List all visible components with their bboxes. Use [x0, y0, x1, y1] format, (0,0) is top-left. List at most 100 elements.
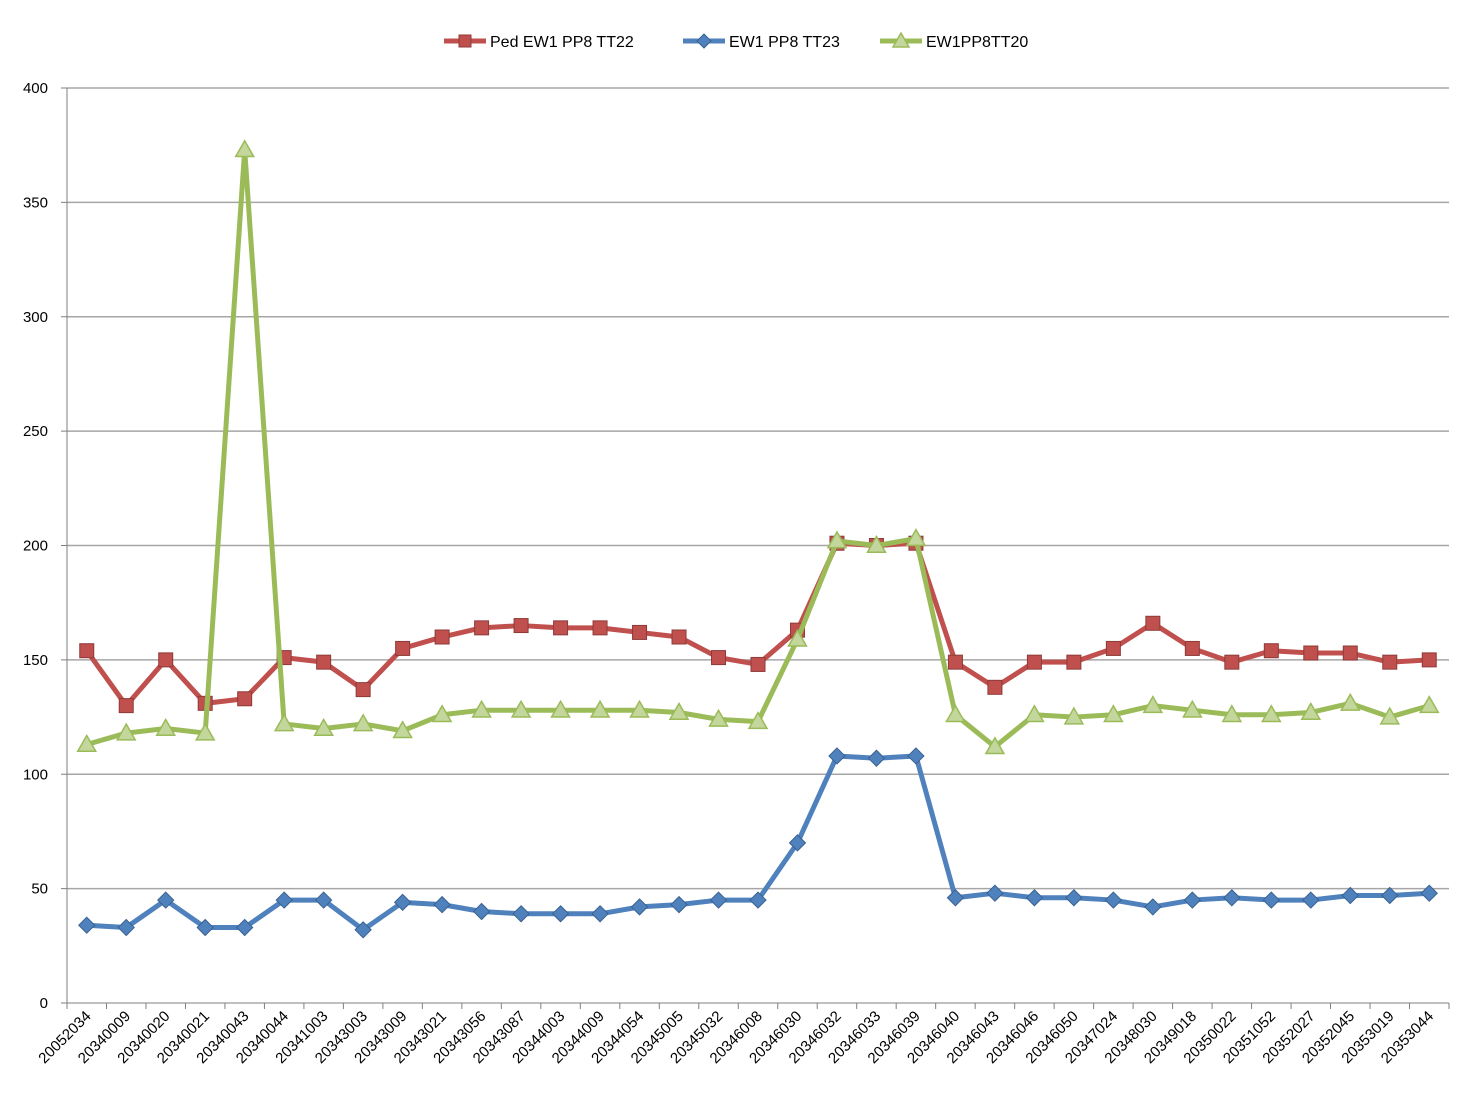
data-point	[1382, 654, 1398, 670]
data-point	[668, 701, 690, 720]
data-point	[1262, 891, 1281, 909]
data-point	[907, 747, 925, 765]
data-point	[352, 713, 374, 732]
data-point	[826, 530, 848, 549]
data-point	[945, 704, 966, 723]
series-layer	[76, 139, 1440, 939]
data-point	[589, 699, 611, 718]
data-point	[708, 708, 729, 727]
data-point	[867, 749, 886, 767]
data-point	[1342, 645, 1358, 661]
data-point	[313, 717, 334, 736]
data-point	[458, 34, 472, 48]
data-point	[234, 139, 255, 158]
data-point	[433, 895, 451, 914]
data-point	[866, 534, 887, 553]
data-point	[1142, 695, 1164, 714]
data-point	[709, 891, 728, 909]
data-point	[671, 629, 687, 645]
data-point	[1261, 704, 1282, 723]
data-point	[1300, 701, 1322, 720]
data-point	[1144, 898, 1162, 916]
data-point	[986, 884, 1004, 902]
y-tick-label: 350	[23, 194, 48, 211]
data-point	[157, 891, 175, 909]
y-axis: 0 50 100 150 200 250 300 350 400	[23, 80, 68, 1012]
data-point	[750, 656, 766, 672]
data-point	[395, 640, 411, 656]
data-point	[1183, 891, 1202, 909]
data-point	[1302, 891, 1320, 909]
data-point	[828, 747, 846, 765]
data-point	[1418, 695, 1440, 714]
y-tick-label: 200	[23, 538, 48, 555]
legend: Ped EW1 PP8 TT22 EW1 PP8 TT23 EW1PP8TT20	[444, 31, 1028, 51]
y-tick-label: 150	[23, 652, 48, 669]
data-point	[1182, 699, 1203, 718]
data-point	[553, 620, 569, 636]
data-point	[1065, 889, 1083, 907]
data-point	[1221, 704, 1243, 723]
data-point	[905, 528, 927, 547]
legend-entry-1: Ped EW1 PP8 TT22	[444, 34, 634, 51]
data-point	[513, 618, 529, 634]
data-point	[472, 902, 491, 921]
data-point	[984, 736, 1006, 755]
data-point	[314, 891, 333, 909]
data-point	[787, 628, 808, 647]
data-point	[474, 620, 490, 636]
data-point	[630, 898, 649, 916]
data-point	[629, 699, 650, 718]
data-point	[1066, 654, 1082, 670]
data-point	[1223, 889, 1241, 907]
x-axis: 2005203420340009203400202034002120340043…	[35, 1002, 1450, 1067]
data-point	[431, 704, 453, 723]
data-point	[891, 31, 911, 48]
data-point	[1184, 640, 1200, 656]
data-point	[194, 722, 216, 741]
legend-entry-3: EW1PP8TT20	[880, 31, 1028, 51]
data-point	[632, 624, 648, 640]
data-point	[471, 699, 492, 718]
data-point	[947, 654, 963, 670]
data-point	[78, 916, 96, 934]
data-point	[355, 682, 371, 698]
y-tick-label: 0	[40, 995, 48, 1012]
data-point	[354, 921, 372, 939]
data-point	[1421, 652, 1437, 668]
legend-label: EW1PP8TT20	[926, 34, 1028, 51]
data-point	[1026, 654, 1042, 670]
data-point	[155, 717, 177, 736]
data-point	[158, 652, 174, 668]
data-point	[1145, 615, 1161, 631]
gridlines	[67, 87, 1449, 890]
data-point	[987, 679, 1003, 695]
data-point	[1379, 706, 1401, 725]
legend-label: Ped EW1 PP8 TT22	[490, 34, 634, 51]
series-line	[84, 540, 1432, 709]
legend-entry-2: EW1 PP8 TT23	[683, 33, 840, 51]
data-point	[550, 699, 571, 718]
data-point	[1063, 706, 1085, 725]
data-point	[711, 650, 727, 666]
y-tick-label: 400	[23, 80, 48, 97]
data-point	[1381, 886, 1399, 905]
data-point	[510, 699, 532, 718]
series-2	[78, 747, 1438, 939]
data-point	[747, 711, 769, 730]
data-point	[512, 905, 530, 923]
data-point	[1224, 654, 1240, 670]
y-tick-label: 100	[23, 766, 48, 783]
data-point	[788, 834, 807, 852]
data-point	[696, 33, 712, 49]
data-point	[1025, 889, 1044, 907]
series-3	[76, 139, 1440, 755]
data-point	[393, 893, 412, 912]
data-point	[1339, 692, 1361, 711]
data-point	[79, 643, 95, 659]
data-point	[592, 620, 608, 636]
data-point	[1420, 884, 1438, 902]
data-point	[591, 905, 609, 923]
data-point	[1263, 643, 1279, 659]
